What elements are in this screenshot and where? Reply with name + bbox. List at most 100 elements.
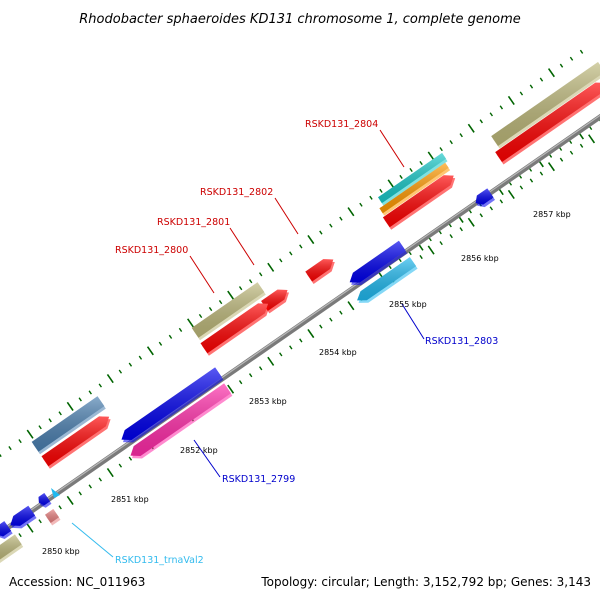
scale-tick xyxy=(559,63,564,68)
scale-tick xyxy=(58,411,62,416)
gene-label[interactable]: RSKD131_2804 xyxy=(305,119,378,130)
scale-tick xyxy=(347,207,355,217)
leader-line xyxy=(379,129,405,168)
gene-feature-steel[interactable] xyxy=(31,396,106,455)
scale-tick xyxy=(78,491,82,496)
scale-tick xyxy=(459,227,463,232)
scale-tick xyxy=(48,418,52,423)
scale-tick xyxy=(248,373,253,378)
scale-tick xyxy=(319,324,323,329)
gene-feature-blue-small[interactable] xyxy=(10,505,37,529)
scale-tick xyxy=(118,369,123,374)
scale-tick xyxy=(307,328,315,339)
gene-feature-orange[interactable] xyxy=(379,162,451,216)
scale-tick xyxy=(489,112,494,117)
gene-feature-teal[interactable] xyxy=(378,152,448,206)
scale-tick xyxy=(238,286,243,291)
scale-tick xyxy=(559,157,564,162)
scale-tick xyxy=(547,68,555,78)
gene-feature-trna[interactable] xyxy=(45,509,61,526)
scale-tick xyxy=(569,56,574,61)
gene-label[interactable]: RSKD131_2799 xyxy=(222,474,295,485)
gene-feature-olive-edge[interactable] xyxy=(0,534,24,565)
scale-tick xyxy=(479,213,483,218)
trna-marker[interactable] xyxy=(51,488,60,498)
gene-feature-red-2801[interactable] xyxy=(261,289,289,314)
gene-feature-blue-2803a[interactable] xyxy=(349,240,408,286)
scale-tick xyxy=(279,352,283,357)
scale-tick xyxy=(18,533,22,538)
scale-tick xyxy=(146,346,154,356)
scale-tick xyxy=(319,230,323,235)
scale-tick xyxy=(499,199,504,204)
scale-tick xyxy=(379,188,383,193)
scale-tick xyxy=(519,91,524,96)
leader-line xyxy=(229,227,255,266)
scale-tick xyxy=(579,49,584,54)
scale-tick xyxy=(208,306,213,312)
scale-tick xyxy=(26,523,34,533)
gene-label[interactable]: RSKD131_2801 xyxy=(157,217,230,228)
scale-tick xyxy=(467,217,475,227)
gene-feature-blue-2799[interactable] xyxy=(121,367,224,443)
scale-tick xyxy=(339,216,343,221)
gene-feature-blue-tiny[interactable] xyxy=(38,493,52,508)
scale-tick xyxy=(227,384,235,394)
scale-tick xyxy=(158,341,163,346)
gene-feature-red-lower[interactable] xyxy=(41,416,111,469)
scale-tick xyxy=(168,334,173,339)
chromosome-backbone xyxy=(0,113,600,537)
map-title: Rhodobacter sphaeroides KD131 chromosome… xyxy=(79,12,520,27)
gene-label[interactable]: RSKD131_trnaVal2 xyxy=(115,555,204,566)
scale-tick xyxy=(8,446,12,451)
scale-label: 2850 kbp xyxy=(42,547,80,556)
scale-tick xyxy=(138,355,143,360)
scale-tick xyxy=(267,262,275,272)
scale-tick xyxy=(18,439,22,444)
scale-tick xyxy=(307,234,315,245)
scale-tick xyxy=(66,401,74,411)
gene-label[interactable]: RSKD131_2802 xyxy=(200,187,273,198)
scale-tick xyxy=(427,151,435,161)
gene-feature-pink-2799[interactable] xyxy=(130,383,233,459)
scale-label: 2857 kbp xyxy=(533,210,571,219)
scale-tick xyxy=(547,162,555,172)
leader-line xyxy=(189,255,215,294)
gene-feature-red[interactable] xyxy=(495,82,600,165)
gene-feature-olive[interactable] xyxy=(491,62,600,149)
scale-tick xyxy=(198,313,203,319)
scale-tick xyxy=(227,290,235,300)
scale-tick xyxy=(499,105,504,110)
scale-tick xyxy=(399,174,403,179)
scale-label: 2852 kbp xyxy=(180,446,218,455)
scale-tick xyxy=(238,380,243,385)
scale-label: 2855 kbp xyxy=(389,300,427,309)
scale-tick xyxy=(258,366,263,371)
gene-feature-olive-2800[interactable] xyxy=(191,282,266,341)
scale-tick xyxy=(258,272,263,277)
leader-line xyxy=(71,522,114,558)
gene-label[interactable]: RSKD131_2800 xyxy=(115,245,188,256)
scale-tick xyxy=(88,484,92,489)
scale-tick xyxy=(347,301,355,311)
scale-tick xyxy=(329,223,333,228)
gene-label[interactable]: RSKD131_2803 xyxy=(425,336,498,347)
scale-tick xyxy=(579,143,584,148)
scale-tick xyxy=(118,463,123,468)
gene-feature-red-2804[interactable] xyxy=(382,175,456,230)
scale-tick xyxy=(248,279,253,284)
gene-feature-blue[interactable] xyxy=(475,188,495,208)
gene-feature-red-2802[interactable] xyxy=(305,259,335,284)
gene-feature-red-2800b[interactable] xyxy=(200,303,270,356)
leader-line xyxy=(193,439,221,478)
scale-tick xyxy=(409,167,413,173)
gene-feature-blue-edge[interactable] xyxy=(0,521,13,539)
gene-feature-cyan-2803[interactable] xyxy=(357,257,418,303)
scale-tick xyxy=(539,77,544,82)
scale-tick xyxy=(339,310,343,315)
scale-label: 2854 kbp xyxy=(319,348,357,357)
scale-tick xyxy=(529,178,534,183)
scale-tick xyxy=(489,206,494,211)
leader-line xyxy=(274,197,299,235)
